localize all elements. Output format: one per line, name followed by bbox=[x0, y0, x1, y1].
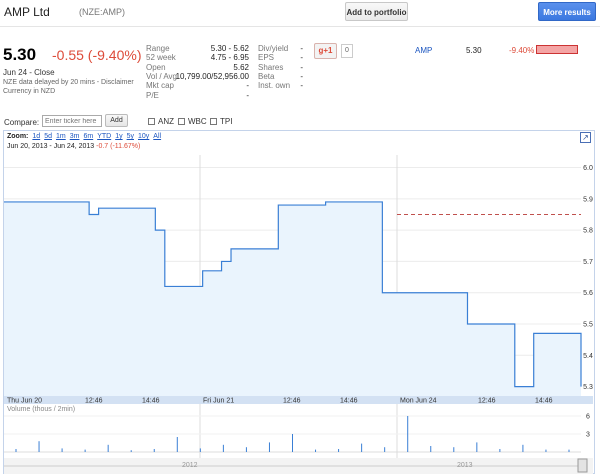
price-area-fill bbox=[4, 201, 581, 396]
google-plus-icon: g bbox=[318, 46, 324, 55]
y-tick-label: 5.8 bbox=[583, 228, 593, 235]
zoom-option-10y[interactable]: 10y bbox=[138, 133, 150, 140]
x-tick-label: Thu Jun 20 bbox=[7, 398, 42, 405]
zoom-option-1y[interactable]: 1y bbox=[115, 133, 123, 140]
y-tick-label: 5.5 bbox=[583, 322, 593, 329]
stat-label: EPS bbox=[258, 53, 275, 63]
stat-label: Mkt cap bbox=[146, 81, 175, 91]
stat-value: - bbox=[246, 90, 249, 100]
compare-checkbox-wbc[interactable]: WBC bbox=[178, 117, 207, 126]
stat-value: 5.62 bbox=[233, 62, 249, 72]
stat-label: Range bbox=[146, 44, 170, 53]
range-change: -0.7 (-11.67%) bbox=[96, 143, 141, 150]
zoom-label: Zoom: bbox=[7, 133, 29, 140]
x-tick-label: Mon Jun 24 bbox=[400, 398, 437, 405]
x-tick-label: 14:46 bbox=[142, 398, 160, 405]
zoom-option-3m[interactable]: 3m bbox=[69, 133, 80, 140]
y-tick-label: 5.6 bbox=[583, 290, 593, 297]
x-tick-label: 14:46 bbox=[340, 398, 358, 405]
x-tick-label: Fri Jun 21 bbox=[203, 398, 234, 405]
stat-value: - bbox=[300, 53, 303, 63]
stat-label: Vol / Avg. bbox=[146, 71, 180, 81]
stat-label: Div/yield bbox=[258, 44, 289, 53]
zoom-option-all[interactable]: All bbox=[153, 133, 162, 140]
compare-label: Compare: bbox=[4, 118, 40, 127]
checkbox-box[interactable] bbox=[178, 118, 185, 125]
zoom-option-5d[interactable]: 5d bbox=[44, 133, 52, 140]
compare-add-button[interactable]: Add bbox=[105, 114, 128, 127]
stat-value: 4.75 - 6.95 bbox=[210, 53, 249, 63]
stat-value: 10,799.00/52,956.00 bbox=[175, 71, 249, 81]
plus-one-count: 0 bbox=[341, 44, 353, 58]
zoom-option-5y[interactable]: 5y bbox=[126, 133, 134, 140]
expand-chart-icon[interactable]: ↗ bbox=[580, 132, 591, 143]
y-tick-label: 5.3 bbox=[583, 384, 593, 391]
stat-label: Open bbox=[146, 62, 166, 72]
stat-value: - bbox=[246, 81, 249, 91]
comparison-symbol-link[interactable]: AMP bbox=[415, 46, 433, 55]
navigator-handle bbox=[577, 458, 588, 473]
chart-range: Jun 20, 2013 - Jun 24, 2013 -0.7 (-11.67… bbox=[7, 143, 140, 150]
stat-label: Inst. own bbox=[258, 81, 291, 91]
ticker-symbol: (NZE:AMP) bbox=[79, 7, 125, 17]
price-change: -0.55 (-9.40%) bbox=[52, 47, 142, 63]
close-date: Jun 24 - Close bbox=[3, 68, 55, 77]
y-tick-label: 5.7 bbox=[583, 259, 593, 266]
stat-label: Beta bbox=[258, 71, 275, 81]
stat-label: P/E bbox=[146, 90, 159, 100]
comparison-change-bar bbox=[536, 45, 578, 54]
delay-notice: NZE data delayed by 20 mins - Disclaimer bbox=[3, 79, 134, 86]
stat-value: 5.30 - 5.62 bbox=[210, 44, 249, 53]
zoom-option-6m[interactable]: 6m bbox=[83, 133, 94, 140]
stat-label: Shares bbox=[258, 62, 284, 72]
stat-label: 52 week bbox=[146, 53, 176, 63]
y-tick-label: 5.9 bbox=[583, 196, 593, 203]
more-results-button[interactable]: More results bbox=[538, 2, 596, 21]
google-plus-one-button[interactable]: g+1 bbox=[314, 43, 337, 59]
y-tick-label: 5.4 bbox=[583, 353, 593, 360]
company-name: AMP Ltd bbox=[4, 5, 50, 19]
zoom-option-1d[interactable]: 1d bbox=[32, 133, 41, 140]
x-tick-label: 12:46 bbox=[283, 398, 301, 405]
zoom-controls: Zoom: 1d 5d 1m 3m 6m YTD 1y 5y 10y All bbox=[7, 133, 161, 140]
current-price: 5.30 bbox=[3, 45, 37, 64]
zoom-option-1m[interactable]: 1m bbox=[55, 133, 66, 140]
stat-value: - bbox=[300, 71, 303, 81]
volume-label: Volume (thous / 2min) bbox=[7, 406, 75, 413]
x-tick-label: 12:46 bbox=[478, 398, 496, 405]
header-bar: AMP Ltd (NZE:AMP) Add to portfolio More … bbox=[0, 0, 600, 24]
x-axis-band bbox=[4, 396, 593, 404]
stat-value: - bbox=[300, 81, 303, 91]
stat-value: - bbox=[300, 62, 303, 72]
price-line bbox=[4, 201, 582, 388]
header-divider bbox=[0, 26, 600, 27]
range-dates: Jun 20, 2013 - Jun 24, 2013 bbox=[7, 143, 95, 150]
x-tick-label: 12:46 bbox=[85, 398, 103, 405]
navigator-year-label: 2012 bbox=[182, 462, 198, 469]
compare-checkbox-tpi[interactable]: TPI bbox=[210, 117, 232, 126]
zoom-option-ytd[interactable]: YTD bbox=[97, 133, 112, 140]
volume-tick-label: 6 bbox=[586, 414, 590, 421]
compare-checkbox-anz[interactable]: ANZ bbox=[148, 117, 174, 126]
comparison-price: 5.30 bbox=[466, 46, 482, 55]
plus-one-label: +1 bbox=[323, 46, 333, 55]
checkbox-box[interactable] bbox=[210, 118, 217, 125]
comparison-change: -9.40% bbox=[509, 46, 535, 55]
checkbox-box[interactable] bbox=[148, 118, 155, 125]
stat-value: - bbox=[300, 44, 303, 53]
x-tick-label: 14:46 bbox=[535, 398, 553, 405]
volume-tick-label: 3 bbox=[586, 432, 590, 439]
currency-notice: Currency in NZD bbox=[3, 88, 56, 95]
add-to-portfolio-button[interactable]: Add to portfolio bbox=[345, 2, 408, 21]
compare-ticker-input[interactable] bbox=[42, 115, 102, 127]
navigator-year-label: 2013 bbox=[457, 462, 473, 469]
y-tick-label: 6.0 bbox=[583, 165, 593, 172]
